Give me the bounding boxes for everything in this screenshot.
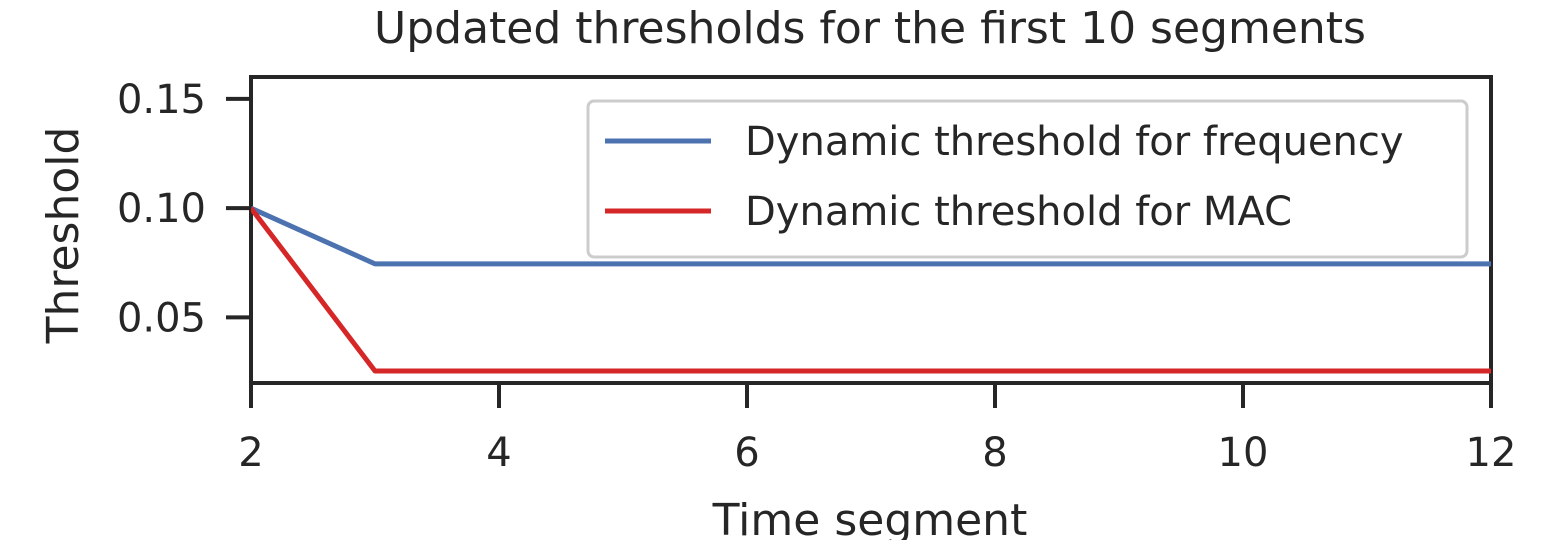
series-line-1 — [251, 206, 1491, 374]
y-axis-ticks: 0.05 0.10 0.15 — [117, 77, 251, 341]
x-tick-label-5: 12 — [1466, 430, 1517, 476]
legend-box — [586, 99, 1469, 259]
series-line-0 — [251, 205, 1491, 267]
chart-title: Updated thresholds for the first 10 segm… — [374, 3, 1366, 54]
x-tick-label-1: 4 — [486, 430, 511, 476]
plot-frame — [249, 75, 1493, 385]
x-tick-label-3: 8 — [982, 430, 1007, 476]
y-tick-label-2: 0.15 — [117, 77, 206, 123]
x-axis-ticks: 2 4 6 8 10 12 — [238, 383, 1516, 476]
legend: Dynamic threshold for frequency Dynamic t… — [586, 99, 1469, 259]
y-axis-label: Threshold — [38, 127, 89, 345]
x-tick-label-2: 6 — [734, 430, 759, 476]
x-axis-label: Time segment — [712, 495, 1028, 540]
y-tick-label-1: 0.10 — [117, 186, 206, 232]
series-layer — [251, 205, 1491, 374]
legend-label-1: Dynamic threshold for MAC — [745, 189, 1292, 235]
x-tick-label-0: 2 — [238, 430, 263, 476]
y-tick-label-0: 0.05 — [117, 295, 206, 341]
legend-label-0: Dynamic threshold for frequency — [745, 119, 1404, 165]
plot-area — [249, 75, 1493, 385]
x-tick-label-4: 10 — [1218, 430, 1269, 476]
